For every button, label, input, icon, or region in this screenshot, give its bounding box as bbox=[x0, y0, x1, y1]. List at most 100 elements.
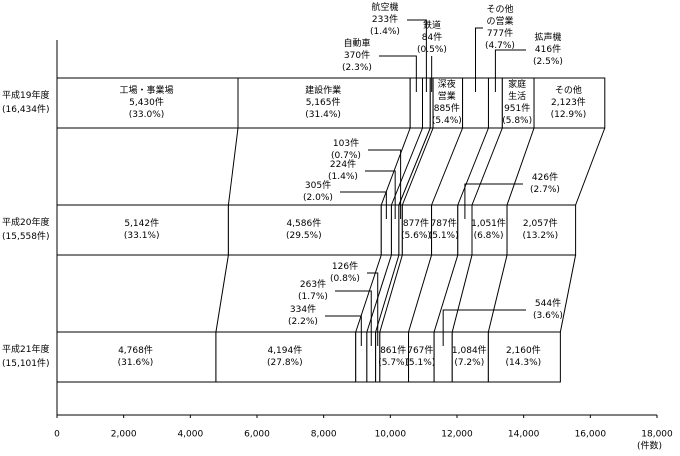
leader-line bbox=[407, 19, 427, 92]
segment-label: 787件 (5.1%) bbox=[429, 205, 459, 255]
percent-label: (5.1%) bbox=[428, 231, 459, 241]
value-label: 877件 bbox=[402, 219, 430, 229]
value-label: 233件 bbox=[371, 15, 399, 25]
value-label: 777件 bbox=[486, 29, 514, 39]
percent-label: (1.7%) bbox=[298, 292, 328, 302]
connector bbox=[433, 254, 459, 333]
value-label: 951件 bbox=[504, 104, 531, 114]
value-label: 224件 bbox=[329, 160, 357, 170]
value-label: 4,768件 bbox=[118, 346, 153, 356]
bar-segment bbox=[451, 331, 489, 383]
value-label: 2,123件 bbox=[551, 98, 586, 108]
connector bbox=[575, 127, 606, 206]
segment-label: 861件 (5.7%) bbox=[378, 332, 408, 382]
bar-segment bbox=[56, 204, 229, 256]
percent-label: (2.5%) bbox=[533, 57, 563, 67]
segment-label: 767件 (5.1%) bbox=[405, 332, 435, 382]
percent-label: (4.7%) bbox=[485, 41, 515, 51]
bar-segment bbox=[408, 331, 435, 383]
segment-label: 4,768件 (31.6%) bbox=[59, 332, 212, 382]
leader-line bbox=[475, 27, 483, 92]
category-name: 平成19年度 bbox=[2, 91, 50, 101]
leader-line bbox=[335, 290, 372, 346]
outside-label: 544件 (3.6%) bbox=[526, 298, 570, 322]
leader-line bbox=[379, 55, 417, 92]
series-name: 鉄道 bbox=[422, 21, 441, 31]
bar-segment bbox=[487, 331, 561, 383]
percent-label: (14.3%) bbox=[505, 358, 542, 368]
bar-segment bbox=[431, 204, 459, 256]
percent-label: (12.9%) bbox=[550, 110, 587, 120]
percent-label: (1.4%) bbox=[370, 27, 400, 37]
segment-label: 4,586件 (29.5%) bbox=[230, 205, 377, 255]
connector bbox=[471, 127, 503, 206]
value-label: 126件 bbox=[331, 262, 359, 272]
connector bbox=[380, 127, 411, 206]
percent-label: (2.7%) bbox=[530, 185, 560, 195]
value-label: 5,142件 bbox=[124, 219, 160, 229]
value-label: 767件 bbox=[407, 346, 434, 356]
bar-segment bbox=[379, 331, 410, 383]
outside-label: 自動車 370件 (2.3%) bbox=[335, 38, 379, 74]
outside-label: 334件 (2.2%) bbox=[281, 304, 325, 328]
connector bbox=[227, 127, 239, 206]
series-name: 深夜営業 bbox=[437, 80, 456, 102]
value-label: 1,084件 bbox=[451, 346, 487, 356]
value-label: 1,051件 bbox=[471, 219, 506, 229]
segment-label: 深夜営業 885件 (5.4%) bbox=[432, 78, 462, 128]
x-tick-label: 4,000 bbox=[177, 430, 203, 440]
connector bbox=[451, 254, 473, 333]
percent-label: (0.8%) bbox=[330, 274, 360, 284]
value-label: 263件 bbox=[299, 280, 327, 290]
segment-label: 877件 (5.6%) bbox=[401, 205, 431, 255]
value-label: 370件 bbox=[343, 51, 371, 61]
leader-line bbox=[367, 272, 379, 346]
percent-label: (33.0%) bbox=[128, 110, 165, 120]
x-tick-label: 2,000 bbox=[111, 430, 137, 440]
segment-label: 1,084件 (7.2%) bbox=[451, 332, 487, 382]
percent-label: (31.6%) bbox=[117, 358, 154, 368]
category-total: (16,434件) bbox=[2, 105, 50, 115]
value-label: 334件 bbox=[289, 305, 317, 315]
outside-label: 鉄道 84件 (0.5%) bbox=[410, 20, 454, 56]
percent-label: (5.6%) bbox=[401, 231, 431, 241]
value-label: 103件 bbox=[332, 139, 360, 149]
percent-label: (27.8%) bbox=[267, 358, 303, 368]
percent-label: (7.2%) bbox=[454, 358, 485, 368]
value-label: 861件 bbox=[380, 346, 407, 356]
value-label: 2,057件 bbox=[522, 219, 558, 229]
value-label: 885件 bbox=[433, 104, 460, 114]
category-label: 平成21年度 (15,101件) bbox=[2, 343, 50, 371]
segment-label: 建設作業 5,165件 (31.4%) bbox=[240, 78, 406, 128]
segment-label: 工場・事業場 5,430件 (33.0%) bbox=[59, 78, 234, 128]
bar-segment bbox=[237, 77, 411, 129]
percent-label: (0.7%) bbox=[331, 151, 361, 161]
connector bbox=[390, 127, 423, 206]
x-tick-label: 8,000 bbox=[311, 430, 337, 440]
bar-segment bbox=[401, 204, 433, 256]
value-label: 4,586件 bbox=[286, 219, 322, 229]
connector bbox=[401, 127, 434, 206]
value-label: 416件 bbox=[534, 45, 562, 55]
connector bbox=[379, 254, 403, 333]
value-label: 787件 bbox=[430, 219, 457, 229]
series-name: その他 bbox=[554, 86, 582, 96]
bar-segment bbox=[56, 77, 239, 129]
value-label: 426件 bbox=[531, 173, 559, 183]
percent-label: (2.0%) bbox=[303, 193, 333, 203]
percent-label: (5.8%) bbox=[502, 116, 533, 126]
connector bbox=[487, 254, 508, 333]
outside-label: 103件 (0.7%) bbox=[324, 138, 368, 162]
connector bbox=[375, 254, 400, 333]
series-name: 航空機 bbox=[371, 3, 399, 13]
percent-label: (2.3%) bbox=[342, 63, 372, 73]
connector bbox=[215, 254, 229, 333]
bar-segment bbox=[533, 77, 606, 129]
outside-label: 航空機 233件 (1.4%) bbox=[363, 2, 407, 38]
x-tick-label: 12,000 bbox=[441, 430, 473, 440]
percent-label: (0.5%) bbox=[417, 45, 447, 55]
x-tick-label: 6,000 bbox=[244, 430, 270, 440]
outside-label: 拡声機 416件 (2.5%) bbox=[526, 32, 570, 68]
connector bbox=[355, 254, 382, 333]
